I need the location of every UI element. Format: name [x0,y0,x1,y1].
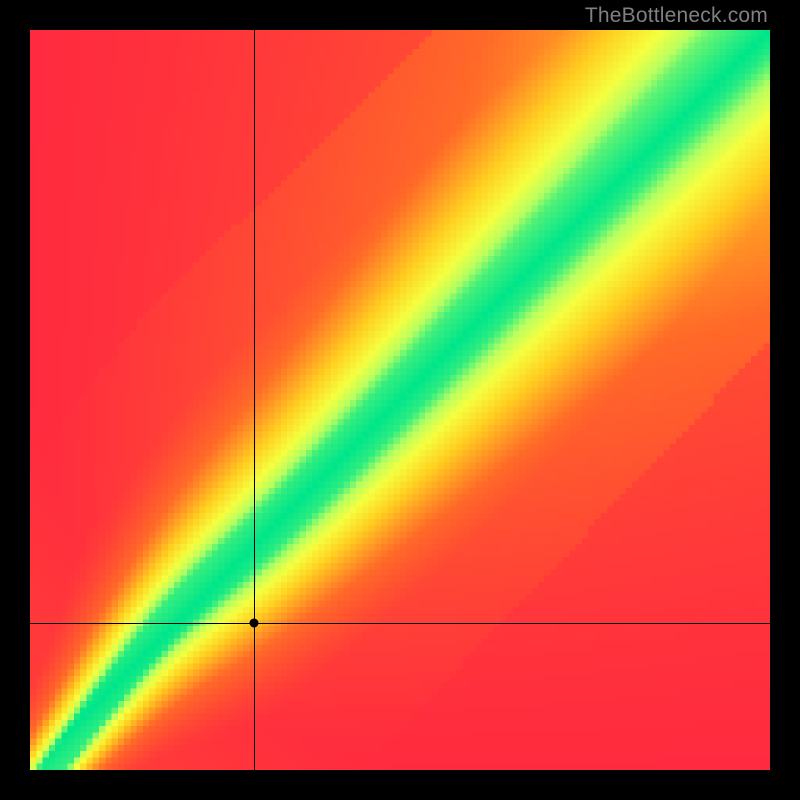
crosshair-horizontal [30,623,770,624]
crosshair-marker-dot [250,619,259,628]
bottleneck-heatmap [30,30,770,770]
chart-container: TheBottleneck.com [0,0,800,800]
watermark-text: TheBottleneck.com [585,4,768,28]
crosshair-vertical [254,30,255,770]
